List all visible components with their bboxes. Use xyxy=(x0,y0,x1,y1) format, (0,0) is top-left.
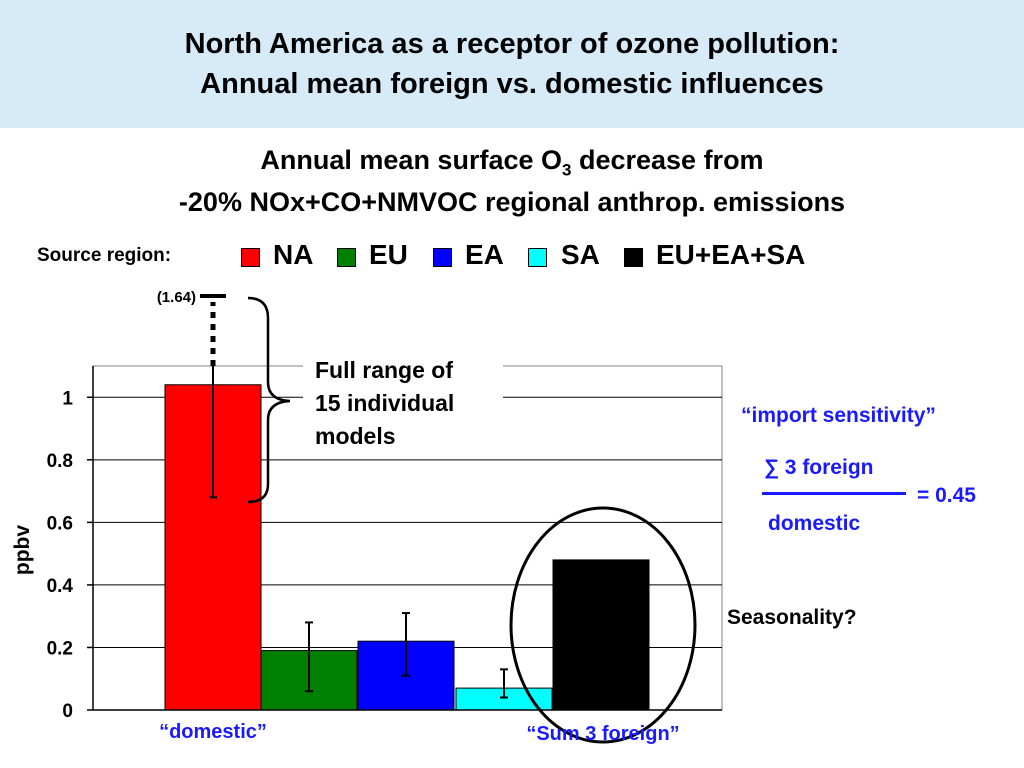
y-axis-label: ppbv xyxy=(11,525,34,575)
y-tick-label: 0.8 xyxy=(47,451,73,472)
import-sensitivity-title: “import sensitivity” xyxy=(741,404,936,427)
legend-swatch-ea xyxy=(433,248,452,267)
bar-eueasa xyxy=(552,559,650,711)
chart-subtitle-line-1: Annual mean surface O3 decrease from xyxy=(0,145,1024,180)
legend-text-na: NA xyxy=(273,239,314,270)
range-brace xyxy=(247,296,291,504)
ratio-denominator: domestic xyxy=(768,512,861,535)
ratio-fraction-line xyxy=(762,492,906,495)
annotation-layer: (1.64) Full range of 15 individual models “d… xyxy=(157,289,697,745)
group-label-foreign: “Sum 3 foreign” xyxy=(526,723,679,745)
legend-text-ea: EA xyxy=(465,239,504,270)
range-annotation-bg xyxy=(303,352,503,456)
subtitle-subscript: 3 xyxy=(562,160,572,180)
range-annotation-line: 15 individual xyxy=(315,390,454,416)
header-banner: North America as a receptor of ozone pol… xyxy=(0,0,1024,128)
legend-text-eu: EU xyxy=(369,239,408,270)
legend-text-sum: EU+EA+SA xyxy=(656,239,806,270)
y-tick-label: 0.6 xyxy=(47,513,73,534)
ratio-numerator: ∑ 3 foreign xyxy=(764,456,874,479)
y-tick-label: 0.4 xyxy=(47,576,74,597)
y-tick-label: 1 xyxy=(62,388,73,409)
title-line-1: North America as a receptor of ozone pol… xyxy=(184,28,840,60)
legend-text-sa: SA xyxy=(561,239,600,270)
y-tick-label: 0.2 xyxy=(47,638,73,659)
ratio-result: = 0.45 xyxy=(917,484,976,507)
range-annotation-line: models xyxy=(315,423,396,449)
legend-swatch-eu xyxy=(337,248,356,267)
subtitle-prefix: Annual mean surface O xyxy=(260,145,562,175)
subtitle-suffix: decrease from xyxy=(571,145,764,175)
foreign-highlight-ellipse xyxy=(509,506,697,744)
legend-swatch-na xyxy=(241,248,260,267)
title-line-2: Annual mean foreign vs. domestic influen… xyxy=(200,68,824,100)
chart-subtitle-line-2: -20% NOx+CO+NMVOC regional anthrop. emis… xyxy=(178,187,846,217)
group-label-domestic: “domestic” xyxy=(159,721,267,743)
legend-swatch-sum xyxy=(624,248,643,267)
seasonality-note: Seasonality? xyxy=(727,606,857,629)
range-annotation-line: Full range of xyxy=(315,357,453,383)
axis-layer: 0 0.2 0.4 0.6 0.8 1 ppbv xyxy=(11,366,722,722)
y-tick-label: 0 xyxy=(62,701,73,722)
legend-label: Source region: xyxy=(37,245,172,266)
legend-swatch-sa xyxy=(528,248,547,267)
offscale-value-label: (1.64) xyxy=(157,289,196,306)
